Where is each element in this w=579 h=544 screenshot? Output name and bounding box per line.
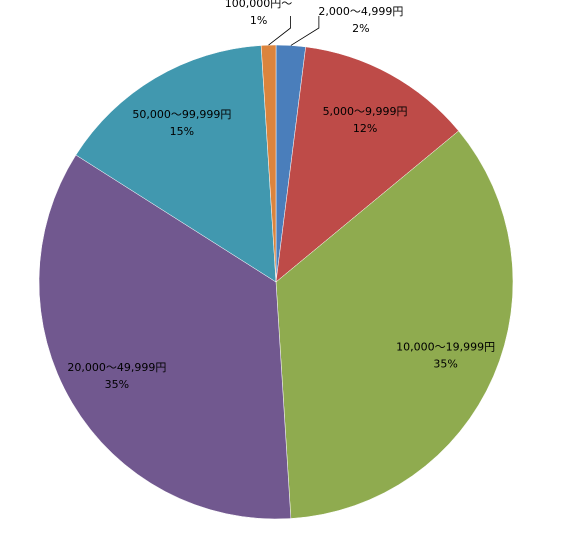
slice-label: 50,000～99,999円	[132, 108, 231, 121]
slice-value-label: 2%	[352, 22, 369, 35]
slice-value-label: 12%	[353, 122, 377, 135]
slice-label: 2,000～4,999円	[318, 5, 403, 18]
slice-value-label: 35%	[105, 378, 129, 391]
leader-line	[268, 16, 291, 46]
slice-value-label: 15%	[170, 125, 194, 138]
pie-slice	[75, 45, 277, 283]
pie-slice	[275, 130, 514, 519]
pie-slice	[275, 46, 459, 283]
leader-line	[290, 16, 320, 46]
slice-label: 10,000～19,999円	[396, 340, 495, 353]
slice-label: 5,000～9,999円	[323, 105, 408, 118]
slice-label: 20,000～49,999円	[67, 361, 166, 374]
pie-slice	[38, 154, 292, 520]
slice-label: 100,000円～	[225, 0, 293, 10]
slice-value-label: 35%	[433, 357, 457, 370]
slice-value-label: 1%	[250, 14, 267, 27]
